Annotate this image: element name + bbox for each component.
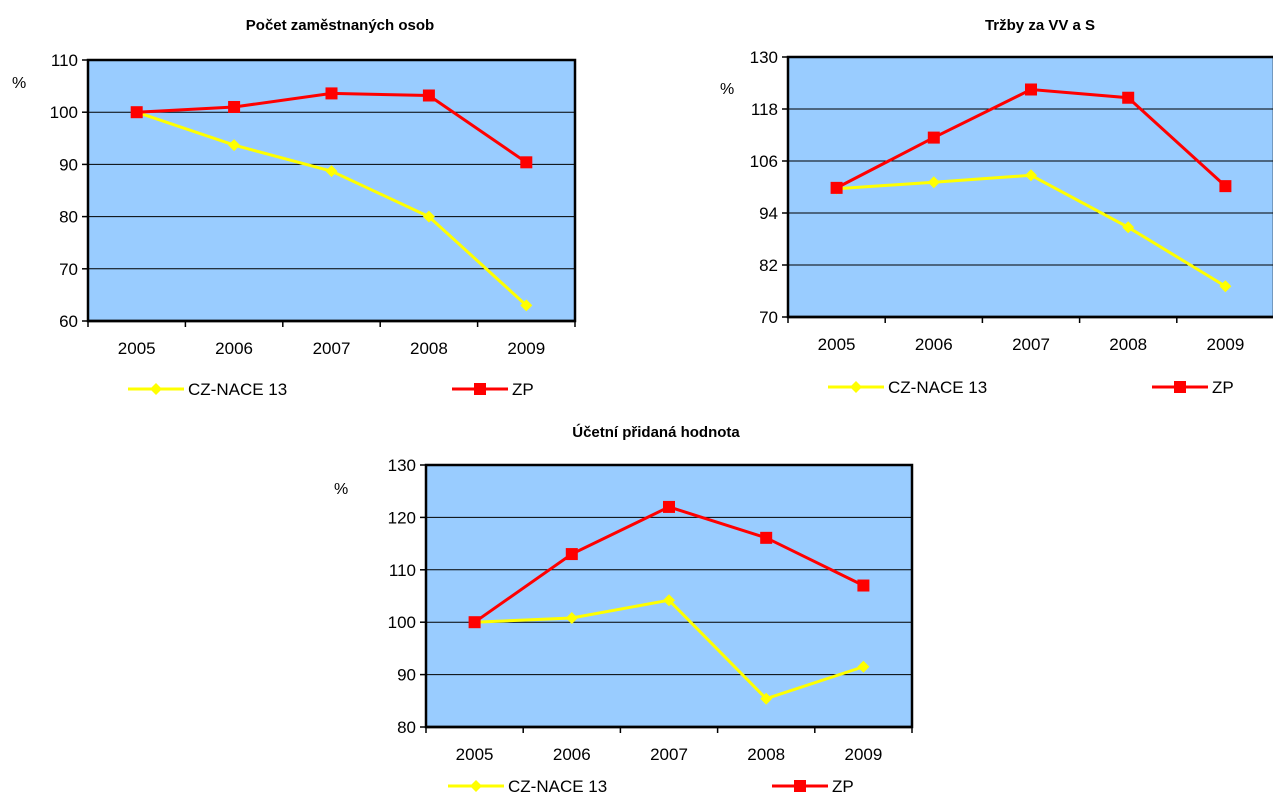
y-axis-unit: % <box>720 81 734 98</box>
data-point-zp <box>520 156 533 169</box>
y-axis-unit: % <box>334 481 348 498</box>
y-tick-label: 110 <box>389 561 416 580</box>
x-tick-label: 2005 <box>118 339 156 358</box>
data-point-cz-nace-13 <box>1025 169 1037 182</box>
y-tick-label: 106 <box>750 152 778 171</box>
data-point-zp <box>663 500 675 513</box>
legend-marker <box>150 383 162 395</box>
y-tick-label: 130 <box>750 48 778 67</box>
data-point-zp <box>468 616 481 629</box>
legend-marker <box>474 383 486 395</box>
x-tick-label: 2007 <box>650 745 688 764</box>
y-tick-label: 60 <box>59 312 78 331</box>
chart-value-added: Účetní přidaná hodnota % 80 90 100 110 120 13… <box>320 410 940 802</box>
y-tick-label: 110 <box>51 51 78 70</box>
data-point-cz-nace-13 <box>565 612 578 625</box>
chart-value-added-svg: Účetní přidaná hodnota % 80 90 100 110 120 13… <box>334 423 914 796</box>
legend-label: ZP <box>832 777 854 796</box>
x-tick-label: 2008 <box>410 339 448 358</box>
data-point-zp <box>228 100 241 113</box>
data-point-zp <box>325 87 338 100</box>
chart-employees-svg: Počet zaměstnaných osob % 60 70 80 90 100 110… <box>12 17 577 399</box>
chart-revenue: Tržby za VV a S % 70 82 94 106 118 130 2005 200… <box>700 0 1273 405</box>
y-tick-label: 82 <box>759 256 778 275</box>
data-point-zp <box>1025 83 1037 96</box>
data-point-zp <box>422 89 435 102</box>
x-tick-label: 2006 <box>553 745 591 764</box>
x-tick-label: 2007 <box>1012 335 1050 354</box>
y-tick-label: 100 <box>388 613 416 632</box>
chart-revenue-svg: Tržby za VV a S % 70 82 94 106 118 130 2005 200… <box>720 17 1273 397</box>
legend-label: ZP <box>512 380 534 399</box>
legend-label: CZ-NACE 13 <box>188 380 287 399</box>
y-tick-label: 118 <box>751 100 778 119</box>
x-tick-label: 2008 <box>747 745 785 764</box>
x-tick-label: 2008 <box>1109 335 1147 354</box>
x-tick-label: 2005 <box>456 745 494 764</box>
x-tick-label: 2009 <box>507 339 545 358</box>
y-tick-label: 90 <box>397 666 416 685</box>
plot-area: 60 70 80 90 100 110 2005 2006 2007 2008 2009 CZ-NAC… <box>50 51 577 399</box>
chart-title: Počet zaměstnaných osob <box>246 17 434 34</box>
data-point-zp <box>130 106 143 119</box>
chart-employees: Počet zaměstnaných osob % 60 70 80 90 100 110… <box>0 0 600 405</box>
legend-marker <box>470 780 482 792</box>
data-point-zp <box>927 131 940 144</box>
y-axis-unit: % <box>12 75 26 92</box>
legend-label: ZP <box>1212 378 1234 397</box>
data-point-cz-nace-13 <box>927 176 940 189</box>
y-tick-label: 100 <box>50 103 78 122</box>
y-tick-label: 80 <box>59 208 78 227</box>
data-point-zp <box>1122 91 1135 104</box>
y-tick-label: 120 <box>388 508 416 527</box>
chart-title: Účetní přidaná hodnota <box>572 423 740 441</box>
data-point-cz-nace-13 <box>1122 221 1135 234</box>
data-point-cz-nace-13 <box>520 299 533 312</box>
data-point-cz-nace-13 <box>857 660 870 673</box>
plot-area: 70 82 94 106 118 130 2005 2006 2007 2008 2009 CZ-NA… <box>750 48 1273 397</box>
data-point-cz-nace-13 <box>422 210 435 223</box>
x-tick-label: 2006 <box>215 339 253 358</box>
data-point-zp <box>857 579 870 592</box>
data-point-cz-nace-13 <box>1219 280 1232 293</box>
data-point-cz-nace-13 <box>663 594 675 607</box>
legend-label: CZ-NACE 13 <box>888 378 987 397</box>
data-point-zp <box>1219 180 1232 193</box>
legend-marker <box>794 780 806 792</box>
y-tick-label: 90 <box>59 155 78 174</box>
data-point-zp <box>760 531 773 544</box>
legend-marker <box>1174 381 1186 393</box>
plot-area: 80 90 100 110 120 130 2005 2006 2007 2008 2009 CZ-N… <box>388 456 914 796</box>
data-point-zp <box>565 548 578 561</box>
y-tick-label: 70 <box>759 308 778 327</box>
legend-marker <box>850 381 862 393</box>
x-tick-label: 2006 <box>915 335 953 354</box>
data-point-cz-nace-13 <box>760 692 773 705</box>
chart-title: Tržby za VV a S <box>985 17 1095 34</box>
y-tick-label: 94 <box>759 204 778 223</box>
y-tick-label: 80 <box>397 718 416 737</box>
x-tick-label: 2009 <box>1206 335 1244 354</box>
x-tick-label: 2007 <box>313 339 351 358</box>
y-tick-label: 130 <box>388 456 416 475</box>
y-tick-label: 70 <box>59 260 78 279</box>
x-tick-label: 2009 <box>844 745 882 764</box>
legend-label: CZ-NACE 13 <box>508 777 607 796</box>
data-point-zp <box>830 181 843 194</box>
x-tick-label: 2005 <box>818 335 856 354</box>
data-point-cz-nace-13 <box>228 139 241 152</box>
data-point-cz-nace-13 <box>325 165 338 178</box>
